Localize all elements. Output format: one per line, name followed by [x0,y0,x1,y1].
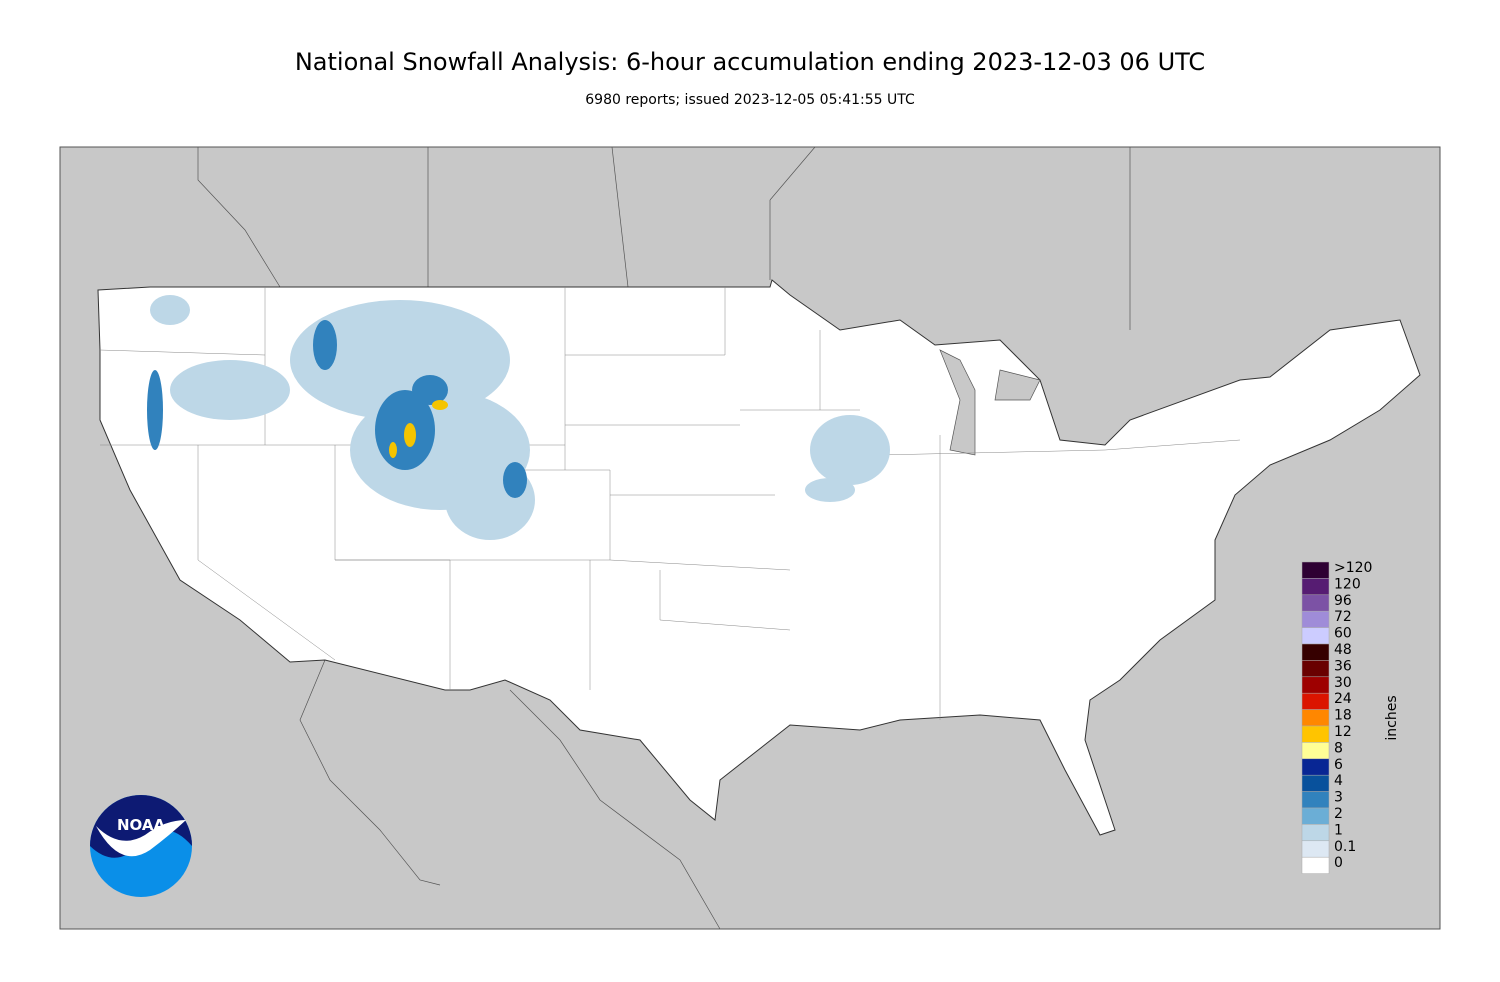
legend-swatch [1301,594,1330,612]
legend-swatch [1301,561,1330,579]
legend-label: 0 [1334,855,1343,871]
legend-swatch [1301,692,1330,710]
legend-label: 120 [1334,576,1361,592]
legend-swatch [1301,643,1330,661]
legend-swatch [1301,725,1330,743]
borders [197,146,1131,930]
legend-label: 24 [1334,691,1352,707]
legend-swatch [1301,758,1330,776]
legend-label: 72 [1334,609,1352,625]
legend-swatch [1301,807,1330,825]
legend-label: 1 [1334,822,1343,838]
legend-label: 48 [1334,642,1352,658]
legend-swatch [1301,610,1330,628]
legend-swatch [1301,709,1330,727]
legend-label: 8 [1334,740,1343,756]
legend-label: 18 [1334,708,1352,724]
legend-label: 0.1 [1334,839,1356,855]
legend-label: 3 [1334,790,1343,806]
snow-areas [150,295,890,540]
legend-swatch [1301,824,1330,842]
subtitle: 6980 reports; issued 2023-12-05 05:41:55… [585,92,915,108]
legend-label: 2 [1334,806,1343,822]
legend-label: 4 [1334,773,1343,789]
legend-swatch [1301,578,1330,596]
noaa-logo: NOAA [90,795,192,897]
legend-label: 60 [1334,626,1352,642]
state-lines [99,287,1241,720]
legend-swatch [1301,840,1330,858]
snow-max [389,400,448,458]
legend-swatch [1301,856,1330,874]
great-lakes [939,349,1041,456]
legend-swatch [1301,627,1330,645]
legend-swatch [1301,742,1330,760]
legend-label: >120 [1334,560,1372,576]
title: National Snowfall Analysis: 6-hour accum… [295,48,1205,76]
legend-label: 30 [1334,675,1352,691]
legend-unit: inches [1384,695,1400,740]
legend-swatch [1301,791,1330,809]
legend-label: 96 [1334,593,1352,609]
legend-swatch [1301,774,1330,792]
legend-swatch [1301,676,1330,694]
legend-label: 6 [1334,757,1343,773]
legend-swatch [1301,660,1330,678]
legend-label: 36 [1334,658,1352,674]
legend-label: 12 [1334,724,1352,740]
logo-text: NOAA [117,816,166,834]
